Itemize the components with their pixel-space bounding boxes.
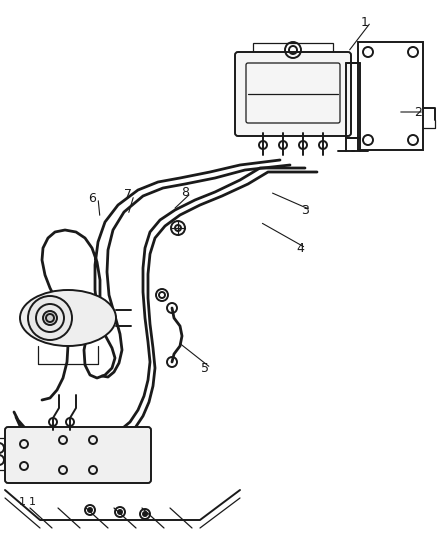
Bar (358, 42, 423, 150)
Circle shape (43, 311, 57, 325)
Text: 3: 3 (301, 204, 309, 216)
Ellipse shape (20, 290, 116, 346)
Text: 1: 1 (361, 15, 369, 28)
Circle shape (88, 508, 92, 512)
Text: 4: 4 (296, 241, 304, 254)
Text: 1: 1 (28, 497, 35, 507)
Circle shape (143, 512, 147, 516)
Text: 5: 5 (201, 361, 209, 375)
Circle shape (28, 296, 72, 340)
FancyBboxPatch shape (5, 427, 151, 483)
Text: 2: 2 (414, 106, 422, 118)
FancyBboxPatch shape (235, 52, 351, 136)
Text: 1: 1 (18, 497, 25, 507)
Circle shape (118, 510, 122, 514)
Text: 7: 7 (124, 189, 132, 201)
Text: 8: 8 (181, 187, 189, 199)
Bar (0, 438, 8, 470)
Text: 6: 6 (88, 191, 96, 205)
Bar (253, 43, 333, 57)
